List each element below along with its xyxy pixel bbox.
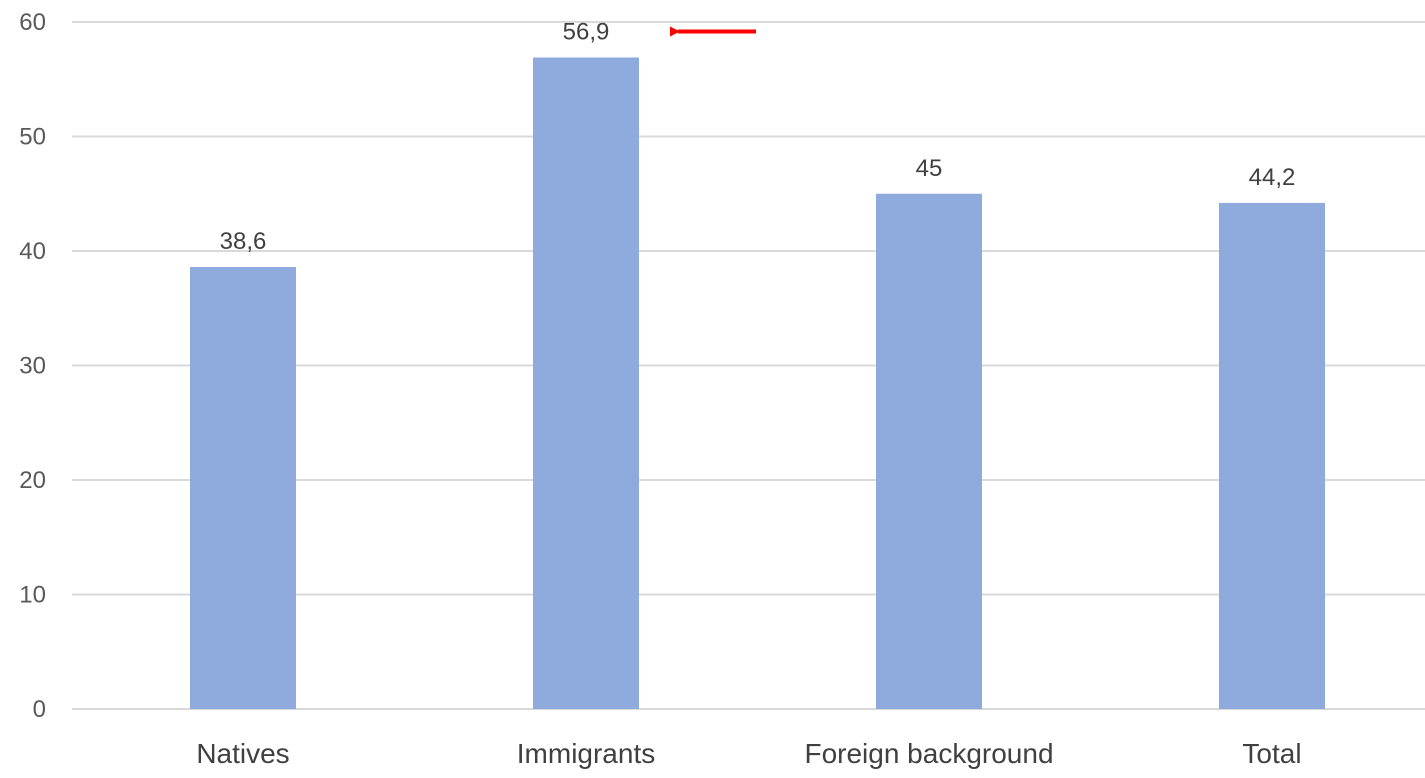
bar-natives [190,267,296,709]
x-tick-label: Immigrants [517,738,655,769]
x-axis-labels: Natives Immigrants Foreign background Total [196,738,1301,769]
x-tick-label: Total [1242,738,1301,769]
y-tick-label: 50 [19,124,46,151]
y-tick-label: 60 [19,9,46,36]
x-tick-label: Foreign background [804,738,1053,769]
y-axis-ticks: 0 10 20 30 40 50 60 [19,9,46,723]
bars [190,57,1325,710]
y-tick-label: 20 [19,467,46,494]
gridlines [72,21,1425,710]
data-label: 45 [916,155,943,182]
y-tick-label: 0 [33,696,46,723]
data-label: 56,9 [563,18,610,45]
x-tick-label: Natives [196,738,289,769]
bar-foreign-background [876,193,982,709]
data-labels: 38,6 56,9 45 44,2 [220,18,1296,255]
bar-total [1219,202,1325,709]
y-tick-label: 40 [19,238,46,265]
y-tick-label: 10 [19,582,46,609]
data-label: 44,2 [1249,164,1296,191]
bar-immigrants [533,57,639,710]
y-tick-label: 30 [19,353,46,380]
data-label: 38,6 [220,228,267,255]
